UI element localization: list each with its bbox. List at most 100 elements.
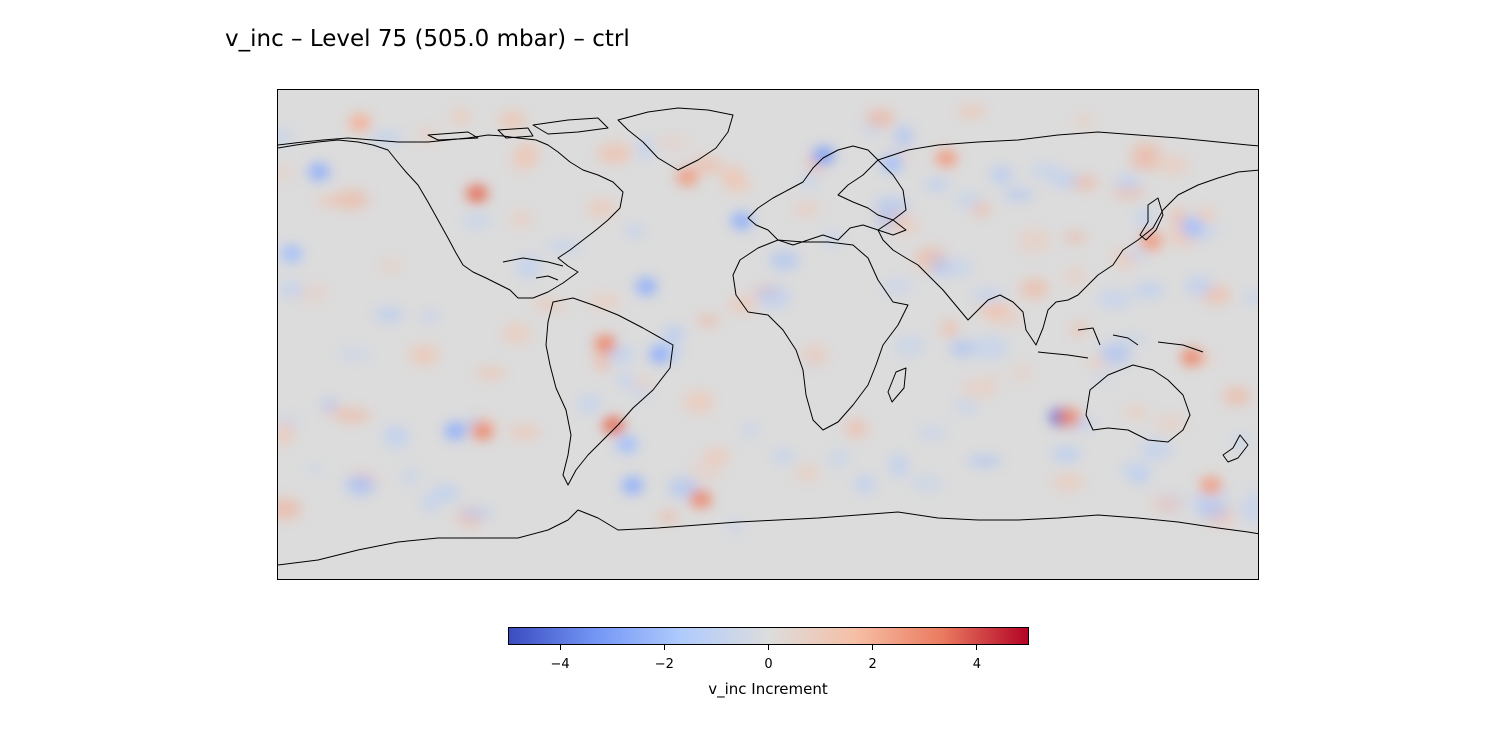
increment-blob [1051,446,1081,463]
increment-blob [889,454,909,477]
increment-blob [720,165,745,184]
increment-blob [769,250,800,271]
increment-blob [1151,494,1184,514]
increment-blob [730,211,753,230]
increment-blob [546,241,582,252]
increment-blob [616,375,636,387]
coastline-asia [877,131,1258,346]
increment-blob [278,421,294,446]
increment-blob [451,108,471,125]
increment-blob [1063,266,1087,287]
increment-blob [625,223,644,239]
increment-blob [683,390,715,413]
increment-blob [421,494,439,514]
increment-blob [616,435,639,454]
increment-blob [1238,499,1258,522]
increment-blob [812,146,835,165]
increment-blob [865,109,896,128]
colorbar [508,627,1029,645]
increment-blob [374,307,404,322]
increment-blob [1120,460,1153,481]
increment-blob [1019,278,1049,299]
increment-blob [771,448,796,465]
increment-blob [795,463,820,483]
increment-blob [696,314,720,327]
increment-blob [400,467,422,487]
increment-blob [1010,364,1033,382]
increment-blob [278,128,294,146]
increment-blob [1158,154,1189,176]
increment-blob [516,255,541,279]
increment-blob [801,344,829,367]
increment-blob [1140,439,1173,460]
increment-blob [1242,292,1258,303]
coastline-antarctica [278,509,1258,566]
map-canvas [278,90,1258,579]
increment-blob [1097,289,1133,309]
increment-blob [663,325,686,341]
increment-blob [940,320,959,338]
increment-blob [925,178,950,191]
increment-blob [648,345,671,364]
coastline-indonesia [1037,327,1204,359]
increment-blob [893,335,925,356]
increment-blob [1051,170,1079,190]
increment-blob [875,213,895,229]
increment-blob [602,416,625,435]
increment-blob [1180,348,1203,367]
increment-blob [1223,386,1251,406]
increment-blob [336,347,373,361]
increment-blob [1185,276,1214,296]
increment-blob [880,276,914,297]
increment-blob [957,105,986,119]
increment-blob [320,398,339,412]
colorbar-tick-label: 2 [868,657,877,672]
increment-blob [336,408,372,423]
coastline-australia [1085,364,1191,443]
increment-blob [1124,405,1148,419]
increment-blob [1199,476,1222,495]
increment-blob [880,154,903,173]
increment-blob [854,475,876,494]
increment-blob [586,199,617,218]
coastline-madagascar [887,367,907,403]
colorbar-tick-label: −4 [550,657,570,672]
increment-blob [935,149,958,168]
increment-blob [989,166,1014,184]
coastline-africa [732,239,909,431]
colorbar-tick-mark [768,645,769,650]
increment-blob [1073,112,1095,131]
increment-blob [305,463,324,475]
increment-blob [1180,217,1203,236]
increment-blob [1112,185,1146,199]
coastline-europe [747,145,907,246]
plot-title: v_inc – Level 75 (505.0 mbar) – ctrl [225,26,630,52]
colorbar-tick-label: 4 [972,657,982,672]
increment-blob [513,142,540,165]
increment-blob [348,113,371,132]
increment-blob [628,385,653,402]
increment-blob [689,490,712,509]
increment-blob [466,184,489,203]
colorbar-tick-mark [663,645,665,650]
coastline-caribbean [502,257,564,281]
increment-blob [502,323,532,344]
increment-blob [688,461,724,482]
coastline-new-zealand [1222,434,1249,463]
increment-blob [954,400,979,413]
increment-blob [655,136,692,149]
increment-blob [845,418,868,439]
increment-blob [931,255,948,277]
increment-blob [307,162,330,181]
increment-blob [756,284,790,309]
increment-blob [279,281,306,298]
increment-blob [874,196,909,218]
increment-blob [977,304,1006,318]
colorbar-tick-label: 0 [764,657,773,672]
increment-blob [587,293,622,310]
increment-blob [801,170,819,190]
colorbar-tick-label: −2 [654,657,674,672]
increment-blob [949,339,975,358]
increment-field [278,105,1258,535]
increment-blob [278,498,302,520]
